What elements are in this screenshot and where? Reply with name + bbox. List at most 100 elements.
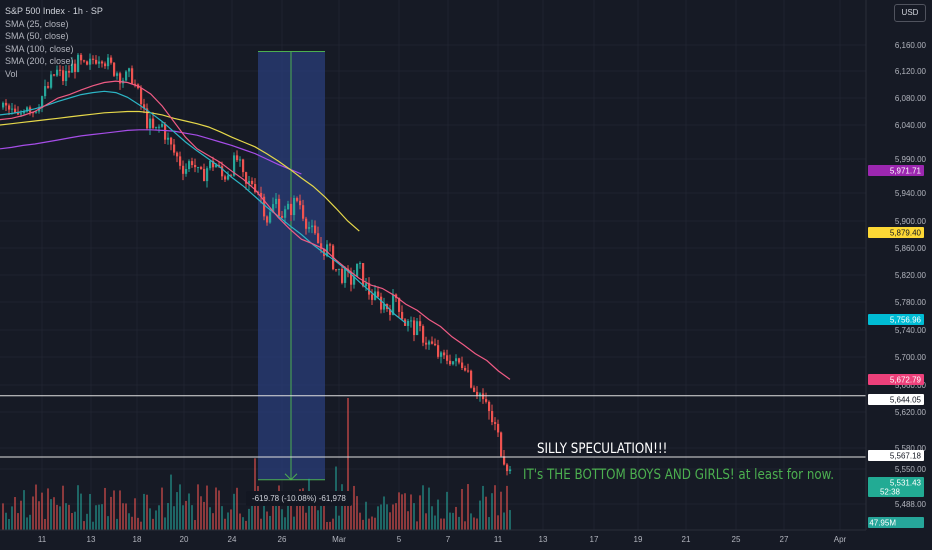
candle-body (269, 212, 272, 223)
volume-bar (167, 503, 169, 530)
volume-bar (497, 515, 499, 530)
volume-bar (200, 496, 202, 530)
volume-bar (350, 498, 352, 530)
sma100-line (0, 110, 360, 232)
annotation-speculation[interactable]: SILLY SPECULATION!!! (537, 441, 668, 457)
volume-bar (98, 504, 100, 530)
volume-bar (272, 491, 274, 530)
candle-body (422, 326, 425, 343)
volume-bar (71, 513, 73, 530)
volume-bar (368, 518, 370, 530)
volume-bar (185, 500, 187, 530)
price-label-text: 5,756.96 (890, 316, 922, 325)
candle-body (191, 161, 194, 166)
legend-sma25: SMA (25, close) (5, 18, 69, 29)
measure-arrowhead (284, 473, 298, 481)
price-label-text: 5,531.43 (890, 479, 922, 488)
candle-body (245, 172, 248, 184)
price-tick-label: 5,620.00 (895, 408, 927, 417)
candle-body (338, 268, 341, 270)
candle-body (314, 225, 317, 234)
candle-body (194, 165, 197, 168)
candle-body (200, 167, 203, 169)
candle-body (284, 209, 287, 218)
price-tick-label: 6,120.00 (895, 67, 927, 76)
candle-body (482, 393, 485, 400)
volume-bar (122, 503, 124, 530)
candle-body (170, 137, 173, 145)
volume-bar (446, 491, 448, 530)
legend-vol: Vol (5, 68, 18, 79)
volume-label-box (868, 517, 924, 528)
candle-body (164, 124, 167, 140)
candle-body (140, 88, 143, 105)
volume-bar (509, 510, 511, 530)
candle-body (53, 74, 56, 76)
volume-bar (359, 512, 361, 530)
volume-bar (338, 515, 340, 530)
candle-body (371, 294, 374, 300)
candle-body (275, 198, 278, 205)
volume-bar (80, 493, 82, 530)
candle-body (452, 361, 455, 365)
volume-bar (2, 503, 4, 530)
volume-bar (149, 508, 151, 530)
volume-bar (443, 518, 445, 530)
candle-body (128, 68, 131, 72)
candle-body (281, 215, 284, 218)
annotation-bottom[interactable]: IT's THE BOTTOM BOYS AND GIRLS! at least… (523, 467, 835, 483)
time-tick-label: 26 (278, 535, 287, 544)
candle-body (89, 58, 92, 65)
volume-bar (479, 500, 481, 530)
volume-bar (35, 484, 37, 530)
candle-body (491, 411, 494, 423)
price-tick-label: 6,160.00 (895, 41, 927, 50)
volume-bar (104, 487, 106, 530)
price-tick-label: 5,580.00 (895, 444, 927, 453)
candle-body (344, 268, 347, 283)
candle-body (398, 297, 401, 312)
price-label-text: 5,567.18 (890, 452, 922, 461)
candle-body (23, 111, 26, 114)
candle-body (254, 184, 257, 192)
volume-bar (449, 512, 451, 530)
volume-bar (410, 494, 412, 530)
sma200-line (0, 129, 302, 175)
candle-body (41, 96, 44, 109)
candle-body (461, 362, 464, 368)
price-tick-label: 5,550.00 (895, 465, 927, 474)
time-tick-label: 25 (732, 535, 741, 544)
volume-bar (428, 487, 430, 530)
volume-bar (494, 485, 496, 530)
candle-body (5, 102, 8, 106)
candle-body (146, 108, 149, 129)
candle-body (113, 62, 116, 76)
volume-bar (38, 501, 40, 530)
candle-body (131, 68, 134, 84)
volume-bar (266, 511, 268, 530)
volume-bar (221, 506, 223, 530)
candle-body (221, 166, 224, 177)
candle-body (293, 198, 296, 216)
volume-bar (146, 494, 148, 530)
volume-bar (32, 496, 34, 530)
candle-body (125, 71, 128, 81)
volume-bar (314, 504, 316, 530)
currency-button[interactable]: USD (894, 4, 926, 22)
candle-body (413, 320, 416, 336)
volume-bar (68, 504, 70, 530)
candle-body (278, 198, 281, 216)
volume-bar (422, 485, 424, 530)
price-label-text: 5,644.05 (890, 396, 922, 405)
volume-bar (461, 488, 463, 530)
candle-body (458, 358, 461, 363)
candle-body (236, 155, 239, 161)
volume-bar (347, 398, 349, 530)
price-tick-label: 5,700.00 (895, 353, 927, 362)
volume-bar (95, 505, 97, 530)
volume-bar (269, 515, 271, 530)
volume-bar (203, 501, 205, 530)
candle-body (494, 422, 497, 424)
volume-bar (143, 493, 145, 530)
